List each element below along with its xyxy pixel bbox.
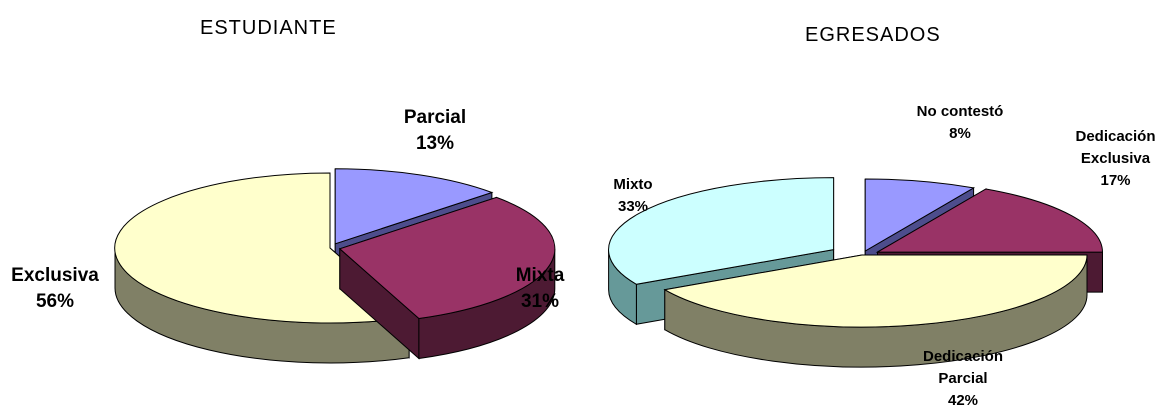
slice-name: Mixto <box>613 176 653 193</box>
chart-title-egresados: EGRESADOS <box>805 24 941 46</box>
slice-label-no-contesto: No contestó 8% <box>900 101 1020 145</box>
slice-label-exclusiva: Exclusiva 56% <box>5 263 105 315</box>
slice-label-dedicacion-parcial: Dedicación Parcial 42% <box>908 346 1018 412</box>
slice-top-face <box>114 172 411 324</box>
slice-percent: 31% <box>520 291 560 312</box>
slice-top-face <box>608 177 835 285</box>
slice-name: Parcial <box>403 107 467 128</box>
slice-top-face <box>334 168 494 245</box>
slice-percent: 13% <box>415 133 455 154</box>
slice-top-face <box>338 196 556 320</box>
slice-percent: 17% <box>1100 172 1131 189</box>
slice-percent: 8% <box>949 125 971 142</box>
slice-percent: 33% <box>617 198 649 215</box>
pie-0 <box>114 168 556 364</box>
slice-name-line1: Dedicación <box>922 348 1004 365</box>
slice-name-line2: Parcial <box>938 370 988 387</box>
pie-1 <box>608 177 1104 368</box>
slice-top-face <box>663 254 1088 328</box>
chart-title-estudiante: ESTUDIANTE <box>200 17 337 39</box>
slice-label-parcial: Parcial 13% <box>390 105 480 157</box>
slice-label-dedicacion-exclusiva: Dedicación Exclusiva 17% <box>1063 126 1168 192</box>
slice-name: Exclusiva <box>11 265 99 286</box>
slice-name: No contestó <box>916 103 1004 120</box>
slice-label-mixta: Mixta 31% <box>505 263 575 315</box>
slice-top-face <box>875 188 1104 253</box>
slice-percent: 42% <box>947 392 979 409</box>
slice-percent: 56% <box>35 291 75 312</box>
slice-top-face <box>864 178 976 252</box>
pie-slice <box>338 196 556 360</box>
slice-label-mixto: Mixto 33% <box>598 174 668 218</box>
slice-name: Mixta <box>515 265 565 286</box>
slice-name-line2: Exclusiva <box>1080 150 1151 167</box>
pie-slice <box>663 254 1088 368</box>
slice-name-line1: Dedicación <box>1075 128 1156 145</box>
